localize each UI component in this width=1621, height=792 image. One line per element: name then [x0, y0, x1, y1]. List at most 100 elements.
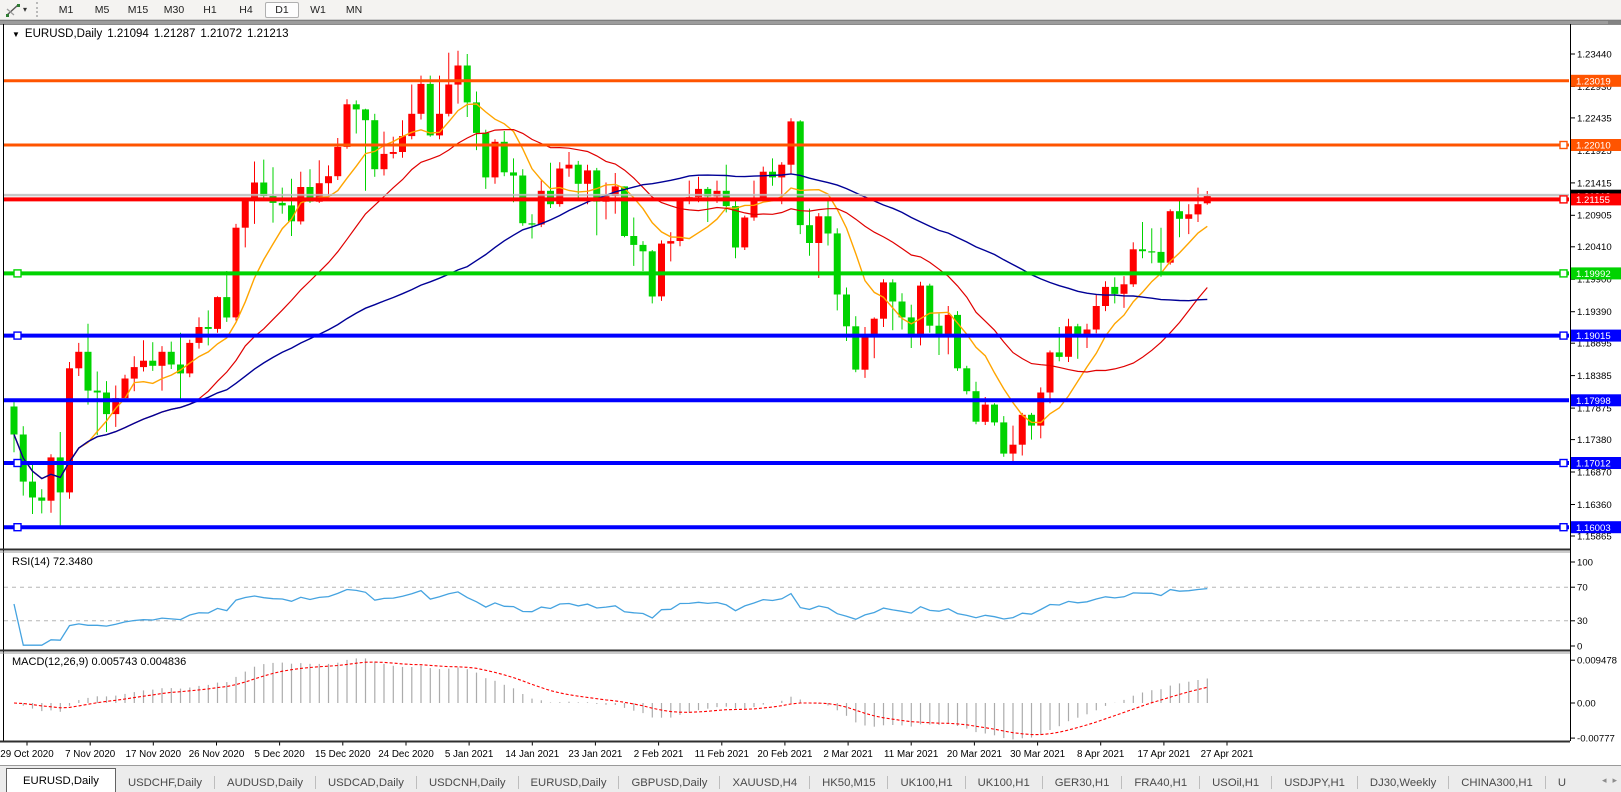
price-badge-1.21155	[1571, 193, 1621, 206]
chart-tab-usdcad-daily[interactable]: USDCAD,Daily	[327, 776, 404, 789]
date-label: 2 Feb 2021	[634, 749, 684, 760]
date-label: 2 Mar 2021	[823, 749, 873, 760]
line-handle[interactable]	[1559, 269, 1568, 278]
rsi-tick-100: 100	[1577, 557, 1593, 568]
chart-tab-eurusd-daily[interactable]: EURUSD,Daily	[530, 776, 607, 789]
timeframe-button-w1[interactable]: W1	[310, 3, 326, 16]
line-handle[interactable]	[1559, 458, 1568, 468]
line-handle[interactable]	[13, 269, 22, 278]
date-label: 8 Apr 2021	[1077, 749, 1124, 760]
tab-divider	[517, 776, 519, 789]
line-handle[interactable]	[1559, 331, 1568, 340]
workspace-strip	[0, 20, 1621, 25]
chart-tab-hk50-m15[interactable]: HK50,M15	[822, 776, 876, 789]
chart-tab-u[interactable]: U	[1557, 776, 1567, 789]
date-label: 11 Feb 2021	[695, 749, 749, 760]
line-handle[interactable]	[13, 458, 22, 468]
price-tick-1.20905: 1.20905	[1577, 211, 1612, 222]
line-studies-tool[interactable]: ▾	[2, 1, 30, 18]
price-badge-1.16003	[1571, 521, 1621, 534]
chart-tab-usoil-h1[interactable]: USOil,H1	[1212, 776, 1260, 789]
chart-tab-ger30-h1[interactable]: GER30,H1	[1054, 776, 1110, 789]
timeframe-button-d1[interactable]: D1	[265, 1, 300, 18]
rsi-tick-30: 30	[1577, 616, 1588, 627]
timeframe-button-mn[interactable]: MN	[345, 3, 363, 16]
date-label: 15 Dec 2020	[315, 749, 371, 760]
tab-scroll-controls: ◂ ▸	[1597, 767, 1621, 792]
macd-indicator-label: MACD(12,26,9) 0.005743 0.004836	[12, 656, 187, 668]
toolbar-separator	[36, 2, 43, 17]
line-studies-icon	[5, 3, 21, 17]
date-label: 23 Jan 2021	[568, 749, 622, 760]
price-tick-1.16360: 1.16360	[1577, 500, 1612, 511]
chart-tab-gbpusd-daily[interactable]: GBPUSD,Daily	[631, 776, 708, 789]
line-handle[interactable]	[13, 331, 22, 340]
svg-text:1.17998: 1.17998	[1576, 396, 1611, 407]
tab-divider	[809, 776, 811, 789]
timeframe-button-m30[interactable]: M30	[163, 3, 185, 16]
timeframe-button-h4[interactable]: H4	[239, 3, 253, 16]
scroll-knob[interactable]	[1608, 21, 1621, 25]
ohlc-high: 1.21287	[153, 28, 196, 40]
timeframe-button-m5[interactable]: M5	[94, 3, 110, 16]
price-tick-1.18895: 1.18895	[1577, 339, 1612, 350]
tab-scroll-left-icon[interactable]: ◂	[1601, 774, 1607, 785]
tab-divider	[415, 776, 417, 789]
timeframe-buttons: M1 M5 M15 M30 H1 H4 D1 W1 MN	[48, 0, 372, 19]
chart-window[interactable]: 1.23440 1.22930 1.22435 1.21925 1.21415 1.209…	[0, 24, 1621, 765]
chart-tab-china300-h1[interactable]: CHINA300,H1	[1461, 776, 1533, 789]
rsi-line	[13, 587, 1208, 646]
macd-tick--0.00777: -0.00777	[1577, 734, 1615, 745]
svg-text:1.21155: 1.21155	[1576, 195, 1610, 206]
chart-tab-xauusd-h4[interactable]: XAUUSD,H4	[732, 776, 798, 789]
moving-average-8	[13, 103, 1208, 480]
chart-tab-audusd-daily[interactable]: AUDUSD,Daily	[227, 776, 303, 789]
price-badge-1.23019	[1571, 74, 1621, 87]
chart-tab-usdcnh-daily[interactable]: USDCNH,Daily	[428, 776, 506, 789]
price-badge-1.22010	[1571, 139, 1621, 151]
chart-tab-usdchf-daily[interactable]: USDCHF,Daily	[127, 776, 203, 789]
chart-tab-fra40-h1[interactable]: FRA40,H1	[1134, 776, 1188, 789]
ohlc-close: 1.21213	[246, 28, 289, 40]
price-badge-1.17012	[1571, 457, 1621, 469]
chart-dropdown-icon[interactable]: ▼	[12, 29, 20, 39]
price-tick-1.21925: 1.21925	[1577, 146, 1612, 157]
tab-divider	[214, 776, 216, 789]
tab-divider	[1121, 776, 1123, 789]
candles	[10, 50, 1211, 527]
price-tick-1.18385: 1.18385	[1577, 371, 1612, 382]
svg-text:1.16003: 1.16003	[1576, 523, 1611, 534]
chart-tab-uk100-h1[interactable]: UK100,H1	[900, 776, 953, 789]
macd-signal-line	[13, 661, 1208, 736]
timeframe-button-h1[interactable]: H1	[203, 3, 217, 16]
line-handle[interactable]	[1559, 523, 1568, 532]
tab-divider	[1041, 776, 1043, 789]
price-tick-1.17380: 1.17380	[1577, 435, 1612, 446]
timeframe-button-m1[interactable]: M1	[58, 3, 74, 16]
chart-symbol-label: EURUSD,Daily	[24, 28, 103, 40]
tab-divider	[1199, 776, 1201, 789]
price-tick-1.17875: 1.17875	[1577, 404, 1612, 415]
line-handle[interactable]	[13, 523, 22, 532]
macd-tick-0.00: 0.00	[1577, 698, 1596, 709]
svg-text:1.22010: 1.22010	[1576, 141, 1611, 152]
chart-tab-eurusd-daily[interactable]: EURUSD,Daily	[6, 768, 116, 792]
date-label: 14 Jan 2021	[505, 749, 559, 760]
chart-tab-dj30-weekly[interactable]: DJ30,Weekly	[1369, 776, 1437, 789]
price-tick-1.21415: 1.21415	[1577, 178, 1612, 189]
tab-divider	[719, 776, 721, 789]
dropdown-arrow-icon[interactable]: ▾	[23, 5, 28, 14]
price-chart-canvas[interactable]: 1.23440 1.22930 1.22435 1.21925 1.21415 1.209…	[0, 24, 1621, 765]
chart-tab-uk100-h1[interactable]: UK100,H1	[977, 776, 1030, 789]
price-tick-1.22435: 1.22435	[1577, 113, 1612, 124]
tab-scroll-right-icon[interactable]: ▸	[1612, 774, 1617, 785]
line-handle[interactable]	[1559, 195, 1568, 204]
date-label: 5 Dec 2020	[255, 749, 306, 760]
chart-tab-usdjpy-h1[interactable]: USDJPY,H1	[1284, 776, 1345, 789]
price-tick-1.16870: 1.16870	[1577, 467, 1612, 478]
date-label: 20 Feb 2021	[757, 749, 812, 760]
timeframe-button-m15[interactable]: M15	[127, 3, 149, 16]
tab-divider	[1544, 776, 1546, 789]
line-handle[interactable]	[1559, 140, 1568, 150]
